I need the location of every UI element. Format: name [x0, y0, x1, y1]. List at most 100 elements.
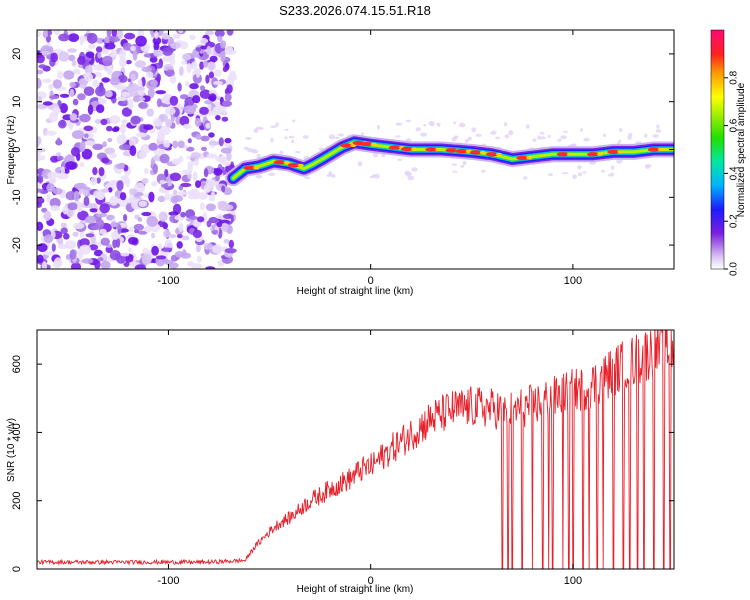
- band-speckle: [404, 170, 410, 176]
- noise-speckle: [167, 180, 173, 187]
- noise-speckle: [117, 224, 122, 235]
- noise-speckle: [116, 134, 128, 145]
- noise-speckle: [138, 200, 148, 207]
- band-speckle: [360, 132, 364, 136]
- noise-speckle: [158, 113, 169, 122]
- band-speckle: [480, 169, 486, 173]
- noise-speckle: [133, 223, 144, 231]
- noise-speckle: [177, 191, 188, 196]
- ridge-peak: [516, 155, 529, 161]
- noise-speckle: [37, 77, 42, 89]
- noise-speckle: [79, 35, 84, 46]
- noise-speckle: [141, 66, 152, 72]
- noise-speckle: [123, 214, 128, 222]
- noise-speckle: [43, 210, 52, 221]
- noise-speckle: [148, 142, 158, 151]
- ridge-peak: [455, 148, 468, 154]
- band-speckle: [423, 124, 427, 127]
- noise-speckle: [57, 172, 69, 180]
- noise-speckle: [96, 104, 105, 113]
- band-speckle: [268, 172, 276, 176]
- noise-speckle: [70, 262, 82, 269]
- noise-speckle: [169, 56, 176, 66]
- noise-speckle: [203, 242, 213, 250]
- noise-speckle: [222, 161, 231, 167]
- noise-speckle: [66, 209, 74, 217]
- ridge-peak-halo: [370, 142, 377, 146]
- noise-speckle: [205, 74, 210, 84]
- noise-speckle: [208, 71, 215, 79]
- noise-speckle: [71, 59, 77, 67]
- noise-speckle: [180, 211, 186, 218]
- band-speckle: [374, 173, 380, 179]
- noise-speckle: [58, 119, 67, 129]
- noise-speckle: [159, 153, 170, 164]
- noise-speckle: [169, 75, 177, 84]
- noise-speckle: [181, 60, 188, 65]
- noise-speckle: [173, 195, 184, 202]
- noise-speckle: [90, 176, 98, 186]
- noise-speckle: [73, 68, 81, 75]
- noise-speckle: [88, 244, 99, 251]
- noise-speckle: [203, 60, 209, 68]
- noise-speckle: [181, 235, 190, 241]
- noise-speckle: [85, 215, 97, 224]
- band-speckle: [395, 122, 403, 126]
- band-speckle: [292, 119, 296, 123]
- noise-speckle: [179, 115, 190, 126]
- noise-speckle: [187, 260, 194, 267]
- noise-speckle: [184, 96, 195, 107]
- noise-speckle: [68, 54, 76, 62]
- noise-speckle: [195, 180, 201, 189]
- noise-speckle: [165, 119, 173, 128]
- noise-speckle: [146, 71, 154, 79]
- colorbar: 0.0 0.2 0.4 0.6 0.8 Normalized spectral ampl…: [710, 29, 747, 276]
- spectrogram-x-tick-label: -100: [157, 275, 179, 287]
- noise-speckle: [178, 222, 184, 232]
- noise-speckle: [117, 196, 128, 208]
- noise-speckle: [157, 132, 165, 142]
- noise-speckle: [219, 219, 231, 224]
- noise-speckle: [77, 248, 84, 260]
- noise-speckle: [109, 77, 121, 86]
- noise-speckle: [178, 30, 184, 34]
- noise-speckle: [143, 168, 149, 174]
- noise-speckle: [132, 95, 140, 103]
- noise-speckle: [102, 55, 113, 66]
- noise-speckle: [158, 211, 168, 222]
- noise-speckle: [168, 211, 179, 216]
- band-speckle: [562, 130, 569, 133]
- band-speckle: [452, 121, 457, 125]
- noise-speckle: [100, 237, 110, 246]
- noise-speckle: [184, 105, 197, 115]
- snr-panel: -100 0 100 0 200 400 600 Height of straight l…: [6, 329, 675, 595]
- noise-speckle: [93, 64, 105, 71]
- noise-speckle: [190, 61, 198, 70]
- noise-speckle: [94, 259, 101, 269]
- noise-speckle: [100, 118, 108, 126]
- noise-speckle: [137, 217, 143, 222]
- snr-series-line: [37, 330, 674, 569]
- noise-speckle: [97, 257, 104, 262]
- noise-speckle: [95, 219, 105, 229]
- noise-speckle: [63, 70, 75, 80]
- noise-speckle: [189, 83, 199, 90]
- noise-speckle: [92, 167, 98, 176]
- noise-speckle: [101, 157, 110, 164]
- noise-speckle: [203, 183, 211, 193]
- noise-speckle: [199, 85, 206, 91]
- band-speckle: [334, 136, 340, 140]
- noise-speckle: [204, 30, 215, 36]
- noise-speckle: [216, 221, 223, 228]
- noise-speckle: [79, 140, 86, 152]
- noise-speckle: [84, 65, 93, 75]
- noise-speckle: [79, 161, 85, 167]
- noise-speckle: [141, 211, 152, 217]
- noise-speckle: [141, 178, 149, 184]
- noise-speckle: [37, 196, 45, 205]
- noise-speckle: [154, 30, 159, 39]
- noise-speckle: [97, 52, 102, 59]
- noise-speckle: [52, 106, 61, 115]
- noise-speckle: [157, 195, 166, 202]
- noise-speckle: [42, 101, 53, 106]
